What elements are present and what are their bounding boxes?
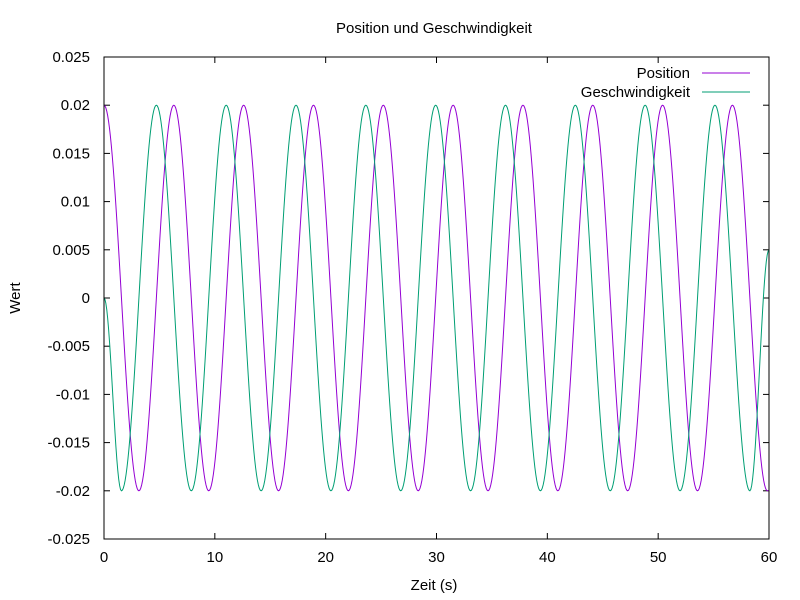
y-tick-label: 0.015 [52, 145, 90, 162]
legend: Position Geschwindigkeit [581, 65, 750, 101]
x-tick-label: 60 [761, 549, 778, 566]
y-tick-label: 0 [82, 290, 90, 307]
y-tick-label: -0.005 [47, 338, 90, 355]
y-tick-label: -0.02 [56, 483, 90, 500]
chart-title: Position und Geschwindigkeit [336, 20, 533, 37]
y-tick-label: -0.025 [47, 531, 90, 548]
y-tick-label: -0.01 [56, 386, 90, 403]
x-tick-label: 30 [428, 549, 445, 566]
legend-label: Position [637, 65, 690, 82]
y-axis-label: Wert [7, 281, 24, 313]
plot-frame [103, 56, 770, 540]
y-tick-label: 0.02 [61, 97, 90, 114]
series-line-0 [103, 104, 769, 492]
y-tick-label: 0.01 [61, 194, 90, 211]
y-tick-label: -0.015 [47, 435, 90, 452]
plot-lines [103, 104, 770, 492]
x-tick-label: 50 [650, 549, 667, 566]
legend-label: Geschwindigkeit [581, 84, 691, 101]
x-axis-label: Zeit (s) [411, 577, 458, 594]
series-line-1 [103, 104, 770, 492]
x-tick-label: 10 [206, 549, 223, 566]
x-tick-label: 20 [317, 549, 334, 566]
x-tick-label: 0 [100, 549, 108, 566]
x-tick-label: 40 [539, 549, 556, 566]
y-tick-label: 0.025 [52, 49, 90, 66]
y-tick-label: 0.005 [52, 242, 90, 259]
axis-ticks: -0.025 -0.02 -0.015 -0.01 -0.005 0 0.005 0.01 0.… [47, 49, 777, 566]
